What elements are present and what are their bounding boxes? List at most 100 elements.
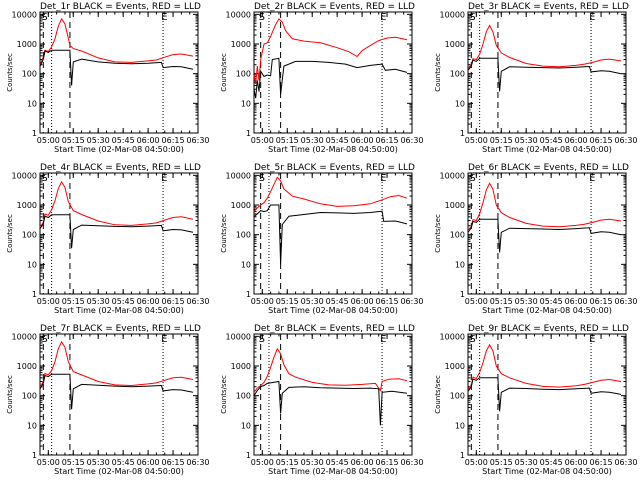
lld-series-line (467, 182, 622, 231)
time-marker-label: E (380, 12, 386, 23)
x-tick-label: 05:15 (62, 458, 85, 467)
y-tick-label: 100 (22, 231, 37, 240)
y-axis-label: Counts/sec (220, 53, 228, 92)
events-series-line (253, 204, 408, 265)
time-marker-label: S (41, 12, 47, 23)
x-tick-label: 05:45 (540, 458, 563, 467)
x-tick-label: 06:00 (137, 136, 160, 145)
panel-title: Det_1r BLACK = Events, RED = LLD (40, 2, 201, 12)
x-axis-label: Start Time (02-Mar-08 04:50:00) (268, 467, 398, 476)
x-tick-label: 05:30 (87, 136, 110, 145)
detector-panel: Det_1r BLACK = Events, RED = LLD 1 10 100 10… (6, 2, 210, 154)
x-tick-label: 06:00 (351, 136, 374, 145)
y-tick-label: 1000 (445, 40, 465, 49)
detector-panel: Det_3r BLACK = Events, RED = LLD 1 10 100 10… (434, 2, 638, 154)
y-tick-label: 100 (22, 70, 37, 79)
detector-panel: Det_8r BLACK = Events, RED = LLD 1 10 100 10… (220, 324, 424, 476)
x-tick-label: 06:15 (376, 297, 399, 306)
y-tick-label: 10000 (440, 171, 465, 180)
detector-panel: Det_6r BLACK = Events, RED = LLD 1 10 100 10… (434, 163, 638, 315)
y-axis-label: Counts/sec (434, 53, 442, 92)
time-marker-label: E (380, 334, 386, 345)
x-tick-label: 06:00 (565, 297, 588, 306)
lld-series-line (467, 24, 622, 69)
time-marker-label: E (161, 173, 167, 184)
x-tick-label: 06:00 (351, 297, 374, 306)
plot-frame (39, 11, 199, 134)
y-axis-label: Counts/sec (434, 375, 442, 414)
y-tick-label: 10 (241, 260, 251, 269)
y-tick-label: 1 (460, 290, 465, 299)
y-tick-label: 1000 (445, 201, 465, 210)
y-tick-label: 1000 (17, 201, 37, 210)
x-tick-label: 05:30 (515, 297, 538, 306)
y-tick-label: 10000 (440, 10, 465, 19)
y-tick-label: 10 (27, 260, 37, 269)
x-tick-label: 05:15 (276, 136, 299, 145)
plot-frame (253, 11, 413, 134)
x-tick-label: 05:00 (37, 136, 60, 145)
x-tick-label: 05:45 (112, 297, 135, 306)
time-marker-label: E (161, 12, 167, 23)
y-tick-label: 1 (246, 451, 251, 460)
x-tick-label: 06:15 (162, 136, 185, 145)
y-tick-label: 1000 (231, 201, 251, 210)
lld-series-line (467, 343, 622, 390)
x-axis-label: Start Time (02-Mar-08 04:50:00) (54, 145, 184, 154)
x-tick-label: 05:00 (251, 297, 274, 306)
x-tick-label: 05:00 (37, 297, 60, 306)
x-tick-label: 05:45 (326, 458, 349, 467)
time-marker-label: S (41, 334, 47, 345)
y-tick-label: 10000 (440, 332, 465, 341)
x-tick-label: 05:15 (490, 458, 513, 467)
panel-title: Det_5r BLACK = Events, RED = LLD (254, 163, 415, 173)
x-axis-label: Start Time (02-Mar-08 04:50:00) (482, 306, 612, 315)
x-tick-label: 05:30 (87, 297, 110, 306)
events-series-line (467, 57, 622, 92)
y-tick-label: 1000 (17, 40, 37, 49)
detector-panel: Det_4r BLACK = Events, RED = LLD 1 10 100 10… (6, 163, 210, 315)
time-marker-label: E (589, 334, 595, 345)
panel-title: Det_9r BLACK = Events, RED = LLD (468, 324, 629, 334)
x-tick-label: 05:30 (301, 297, 324, 306)
y-axis-label: Counts/sec (220, 375, 228, 414)
x-tick-label: 06:15 (590, 136, 613, 145)
time-marker-label: E (161, 334, 167, 345)
x-tick-label: 06:30 (614, 458, 637, 467)
y-tick-label: 1000 (17, 362, 37, 371)
y-tick-label: 100 (236, 70, 251, 79)
y-tick-label: 10 (455, 99, 465, 108)
y-tick-label: 1 (32, 290, 37, 299)
x-tick-label: 06:15 (376, 136, 399, 145)
y-axis-label: Counts/sec (6, 214, 14, 253)
plot-frame (39, 172, 199, 295)
time-marker-label: S (41, 173, 47, 184)
x-tick-label: 05:30 (301, 458, 324, 467)
y-tick-label: 1 (460, 129, 465, 138)
x-tick-label: 05:45 (326, 297, 349, 306)
panel-title: Det_7r BLACK = Events, RED = LLD (40, 324, 201, 334)
y-axis-label: Counts/sec (220, 214, 228, 253)
x-tick-label: 06:00 (137, 297, 160, 306)
panel-title: Det_2r BLACK = Events, RED = LLD (254, 2, 415, 12)
x-tick-label: 06:15 (590, 458, 613, 467)
lld-series-line (39, 180, 194, 228)
lld-series-line (39, 17, 194, 65)
x-tick-label: 06:30 (186, 297, 209, 306)
x-tick-label: 05:30 (87, 458, 110, 467)
lld-series-line (253, 176, 408, 212)
x-tick-label: 05:00 (251, 458, 274, 467)
events-series-line (253, 380, 408, 426)
x-axis-label: Start Time (02-Mar-08 04:50:00) (54, 306, 184, 315)
x-axis-label: Start Time (02-Mar-08 04:50:00) (482, 145, 612, 154)
x-tick-label: 05:45 (112, 136, 135, 145)
x-tick-label: 05:45 (540, 297, 563, 306)
x-tick-label: 05:15 (62, 297, 85, 306)
y-tick-label: 10 (241, 421, 251, 430)
events-series-line (39, 214, 194, 249)
x-tick-label: 05:00 (465, 458, 488, 467)
x-tick-label: 06:15 (590, 297, 613, 306)
y-tick-label: 100 (450, 231, 465, 240)
